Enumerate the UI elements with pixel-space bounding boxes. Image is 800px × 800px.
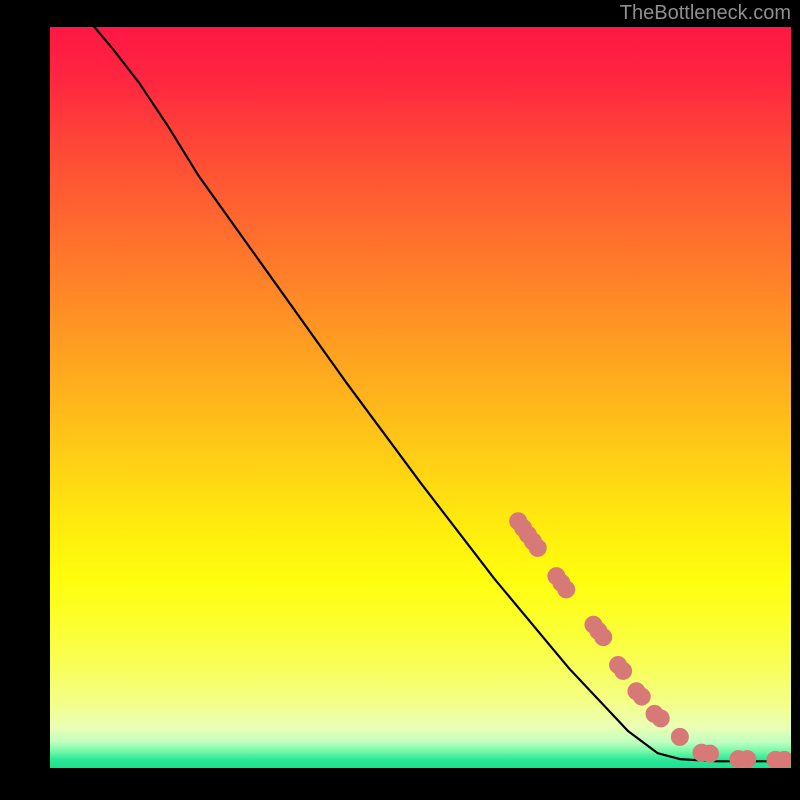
data-marker xyxy=(558,581,575,598)
bottleneck-chart xyxy=(50,27,791,768)
data-marker xyxy=(671,728,688,745)
data-marker-cluster xyxy=(671,728,688,745)
data-marker xyxy=(633,688,650,705)
data-marker-cluster xyxy=(693,744,718,762)
data-marker-cluster xyxy=(730,751,756,768)
watermark-text: TheBottleneck.com xyxy=(620,2,791,25)
data-marker xyxy=(595,629,612,646)
data-marker xyxy=(529,539,546,556)
data-marker xyxy=(739,751,756,768)
chart-background xyxy=(50,27,791,768)
data-marker-cluster xyxy=(767,751,791,768)
data-marker xyxy=(702,745,719,762)
data-marker xyxy=(652,710,669,727)
data-marker xyxy=(776,751,791,768)
data-marker xyxy=(615,662,632,679)
